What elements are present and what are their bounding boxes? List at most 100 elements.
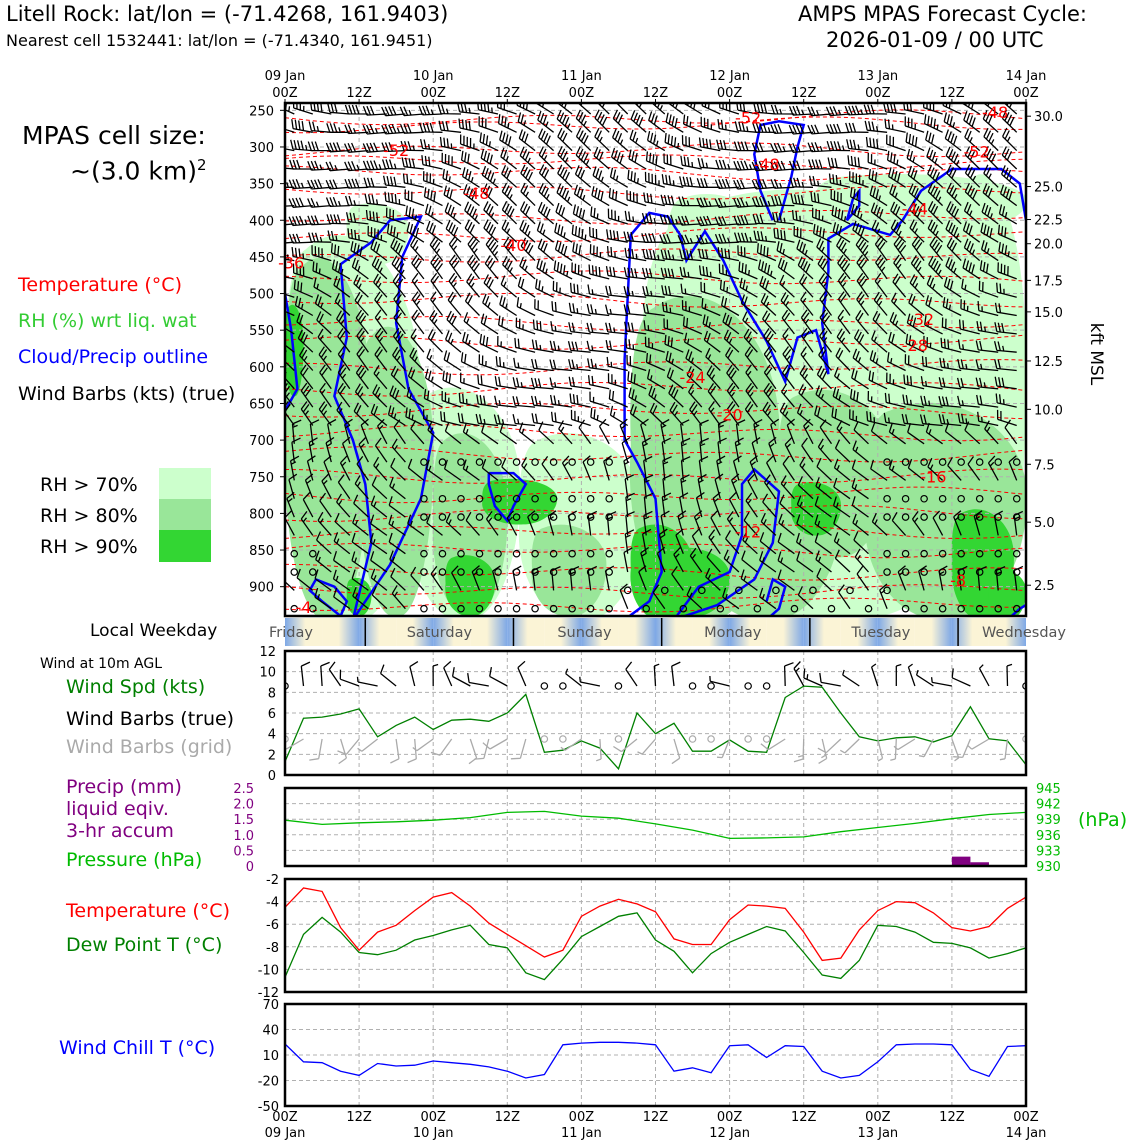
xs-wind-barb — [976, 394, 999, 408]
xs-wind-barb — [984, 420, 999, 445]
xs-wind-barb — [701, 298, 721, 317]
wind-barb-true — [671, 661, 681, 687]
xs-wind-barb — [421, 155, 443, 170]
wind-barb-true — [300, 661, 311, 687]
xs-wind-barb — [518, 422, 536, 445]
xs-wind-barb — [855, 236, 870, 261]
xs-wind-barb — [819, 327, 833, 353]
xs-wind-barb — [797, 256, 814, 280]
xs-wind-barb — [371, 256, 388, 280]
xs-wind-barb — [886, 150, 906, 170]
xs-wind-barb — [938, 396, 962, 408]
xs-wind-barb — [391, 585, 406, 610]
xs-wind-barb — [423, 388, 443, 408]
weekday-band — [433, 618, 471, 646]
xs-wind-barb — [738, 261, 758, 280]
xs-ytick-label: 750 — [249, 471, 274, 486]
xs-wind-barb — [995, 393, 1017, 408]
wind-barb-grid — [793, 738, 805, 763]
xs-wind-barb — [411, 309, 425, 335]
xs-wind-barb — [910, 255, 925, 280]
xs-wind-barb — [762, 493, 777, 518]
wind-barb-grid — [839, 738, 860, 754]
xs-wind-barb — [779, 494, 795, 518]
xs-wind-barb — [515, 317, 536, 335]
xs-wind-barb — [483, 274, 499, 298]
wind-barb-true — [328, 661, 342, 687]
xs-wind-barb-calm — [679, 604, 688, 613]
xs-wind-barb — [587, 358, 610, 372]
xs-wind-barb — [641, 437, 652, 463]
xs-wind-barb — [459, 134, 480, 152]
xs-wind-barb — [919, 414, 943, 427]
wind-barb-true — [793, 661, 805, 687]
location-title: Litell Rock: lat/lon = (-71.4268, 161.94… — [6, 2, 449, 26]
xs-wind-barb-calm — [531, 549, 539, 558]
xs-wind-barb — [353, 494, 369, 518]
xs-wind-barb — [459, 372, 480, 390]
xs-wind-barb-calm — [457, 604, 465, 613]
xs-wind-barb — [837, 291, 851, 316]
xs-wind-barb — [325, 161, 350, 172]
xs-wind-barb — [752, 122, 776, 133]
xs-wind-barb — [977, 566, 987, 591]
xs-wind-barb — [994, 322, 1017, 335]
xs-wind-barb — [946, 201, 962, 225]
wind-barb-grid — [637, 738, 656, 755]
xs-wind-barb — [782, 455, 795, 481]
xs-wind-barb — [589, 391, 610, 408]
xs-wind-barb — [1003, 103, 1018, 115]
xs-wind-barb-calm — [420, 549, 428, 558]
xs-wind-barb — [658, 528, 668, 554]
xs-wind-barb — [407, 367, 425, 390]
xs-wind-barb-calm — [494, 568, 502, 576]
xs-wind-barb — [726, 364, 740, 390]
xs-wind-barb — [569, 393, 591, 408]
xs-wind-barb — [927, 457, 944, 481]
wind-ytick-label: 12 — [259, 645, 276, 660]
xs-wind-barb — [685, 349, 703, 372]
xs-wind-barb — [699, 437, 709, 463]
xs-wind-barb — [466, 273, 480, 298]
xs-wind-barb — [671, 566, 684, 591]
xs-wind-barb — [344, 161, 369, 172]
xs-wind-barb — [497, 335, 517, 353]
xs-wind-barb — [975, 340, 999, 353]
xs-wind-barb — [664, 334, 684, 353]
xs-wind-barb — [589, 226, 610, 243]
xs-wind-barb — [784, 437, 795, 463]
xs-wind-barb — [557, 164, 573, 188]
xs-ytick-label: 650 — [249, 397, 274, 412]
xs-wind-barb — [796, 514, 814, 536]
xs-height-label: 20.0 — [1034, 238, 1063, 253]
xs-wind-barb-calm — [512, 494, 521, 503]
xs-wind-barb — [381, 159, 406, 170]
xs-wind-barb — [308, 437, 318, 463]
top-time-tick: 12Z — [939, 86, 965, 101]
xs-wind-barb — [319, 382, 332, 408]
xs-wind-barb-calm — [438, 513, 447, 521]
xs-wind-barb-calm — [994, 458, 1003, 466]
xs-height-label: 17.5 — [1034, 274, 1063, 289]
wind-barb-true — [895, 663, 902, 686]
temperature-line — [285, 887, 1026, 962]
xs-wind-barb-calm — [642, 604, 651, 613]
xs-wind-barb — [355, 364, 369, 390]
xs-wind-barb — [370, 495, 388, 518]
windchill-legend: Wind Chill T (°C) — [59, 1037, 216, 1059]
xs-wind-barb — [370, 551, 388, 573]
xs-wind-barb — [645, 352, 666, 372]
xs-wind-barb — [462, 459, 480, 481]
xs-wind-barb — [868, 169, 888, 188]
xs-wind-barb — [285, 339, 295, 353]
temp-ytick-label: -8 — [266, 941, 279, 956]
xs-wind-barb-calm — [735, 586, 743, 595]
wind-barb-grid-calm — [540, 735, 549, 743]
rh-90-swatch — [159, 530, 211, 562]
xs-wind-barb-calm — [475, 604, 484, 613]
top-time-tick: 00Z — [1013, 86, 1039, 101]
xs-wind-barb-calm — [809, 586, 817, 595]
xs-wind-barb — [337, 364, 351, 390]
xs-wind-barb — [582, 455, 592, 481]
xs-wind-barb — [519, 146, 536, 170]
